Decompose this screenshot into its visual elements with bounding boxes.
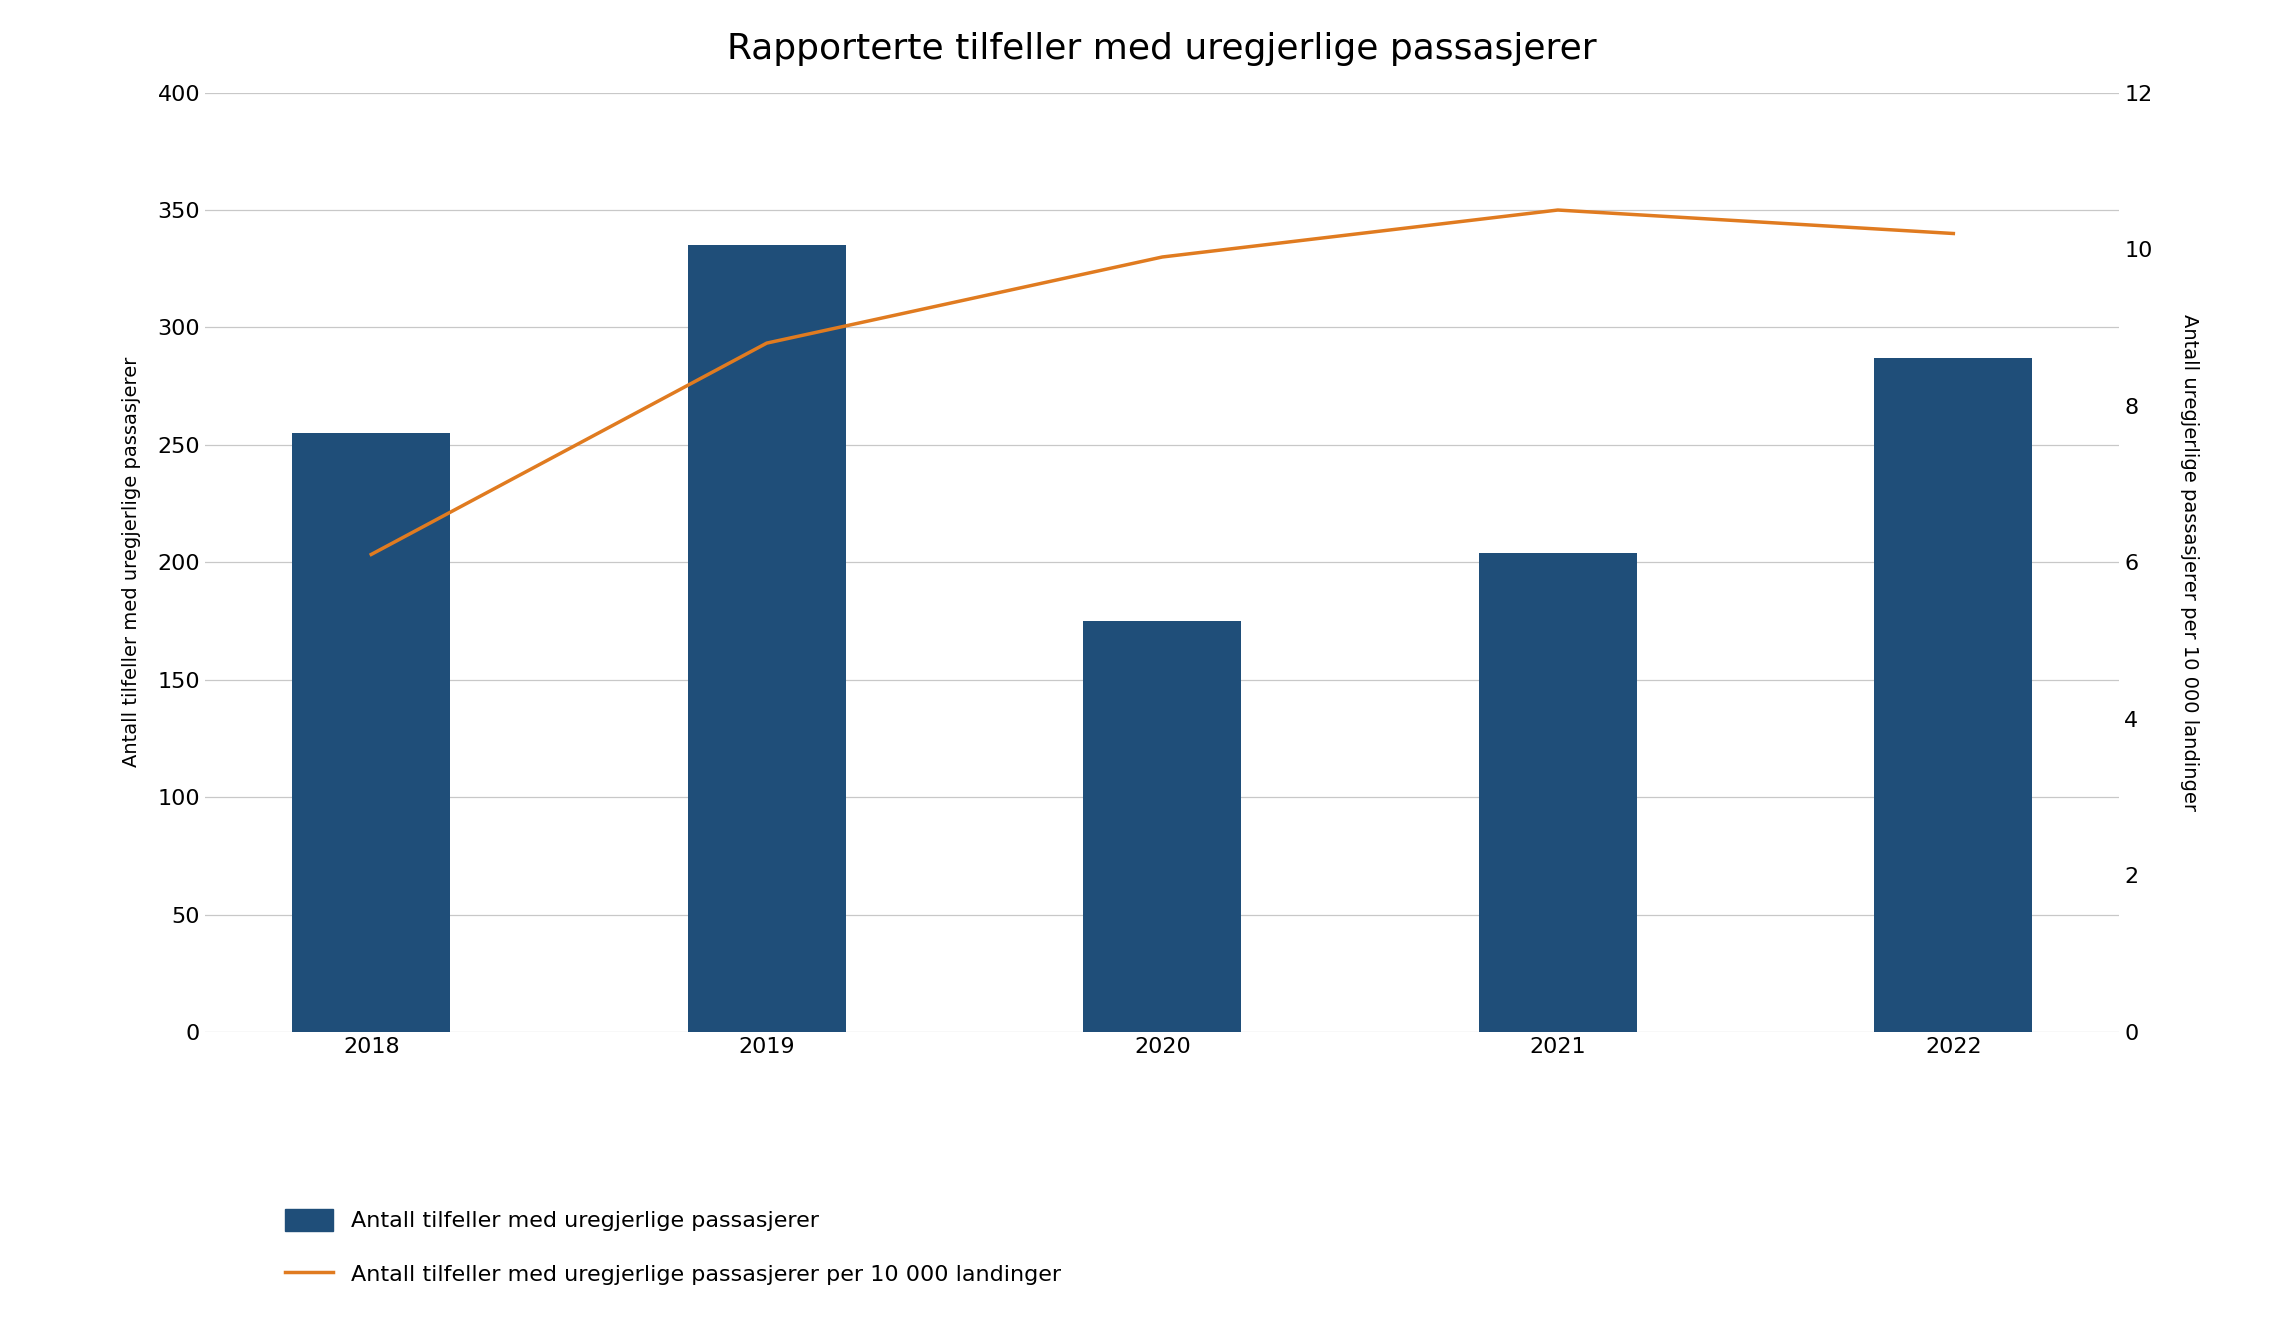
Bar: [1479, 553, 1636, 1032]
Y-axis label: Antall tilfeller med uregjerlige passasjerer: Antall tilfeller med uregjerlige passasj…: [123, 357, 141, 767]
Bar: [1083, 620, 1242, 1032]
Legend: Antall tilfeller med uregjerlige passasjerer, Antall tilfeller med uregjerlige p: Antall tilfeller med uregjerlige passasj…: [285, 1208, 1062, 1286]
Title: Rapporterte tilfeller med uregjerlige passasjerer: Rapporterte tilfeller med uregjerlige pa…: [727, 32, 1598, 66]
Bar: [688, 245, 846, 1032]
Bar: [1873, 359, 2033, 1032]
Bar: [292, 433, 451, 1032]
Y-axis label: Antall uregjerlige passasjerer per 10 000 landinger: Antall uregjerlige passasjerer per 10 00…: [2181, 314, 2199, 811]
